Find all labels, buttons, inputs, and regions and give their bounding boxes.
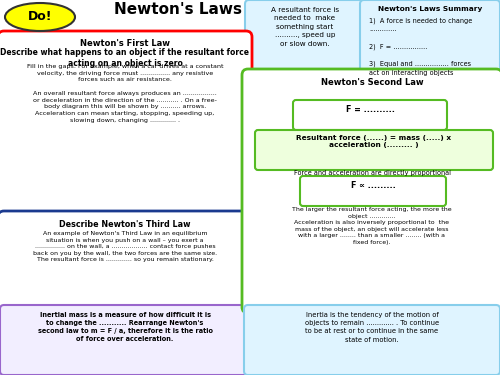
Text: Do!: Do! — [28, 10, 52, 24]
FancyBboxPatch shape — [360, 0, 500, 79]
Text: Inertial mass is a measure of how difficult it is
to change the ........... Rear: Inertial mass is a measure of how diffic… — [38, 312, 212, 342]
FancyBboxPatch shape — [0, 31, 252, 221]
FancyBboxPatch shape — [242, 69, 500, 313]
Text: Newton's Laws: Newton's Laws — [114, 2, 242, 17]
FancyBboxPatch shape — [0, 305, 250, 375]
Text: Describe what happens to an object if the resultant force
acting on an object is: Describe what happens to an object if th… — [0, 48, 250, 68]
Text: A resultant force is
needed to  make
something start
.........., speed up
or slo: A resultant force is needed to make some… — [271, 7, 339, 47]
Text: Fill in the gaps: For example, when a car drives at a constant
velocity, the dri: Fill in the gaps: For example, when a ca… — [27, 64, 223, 123]
Text: The larger the resultant force acting, the more the
object .............
Acceler: The larger the resultant force acting, t… — [292, 207, 452, 245]
FancyBboxPatch shape — [255, 130, 493, 170]
FancyBboxPatch shape — [300, 176, 446, 206]
Text: An example of Newton's Third Law in an equilibrium
situation is when you push on: An example of Newton's Third Law in an e… — [33, 231, 217, 262]
FancyBboxPatch shape — [245, 0, 365, 71]
Text: Describe Newton's Third Law: Describe Newton's Third Law — [60, 220, 191, 229]
Text: Inertia is the tendency of the motion of
objects to remain ............. . To co: Inertia is the tendency of the motion of… — [305, 312, 439, 343]
Text: 1)  A force is needed to change
.............

2)  F = ................

3)  Equ: 1) A force is needed to change .........… — [369, 17, 472, 75]
Text: F = ..........: F = .......... — [346, 105, 395, 114]
Text: Newton's Second Law: Newton's Second Law — [320, 78, 424, 87]
FancyBboxPatch shape — [244, 305, 500, 375]
Text: Newton's Laws Summary: Newton's Laws Summary — [378, 6, 482, 12]
Text: F ∝ .........: F ∝ ......... — [350, 181, 396, 190]
Text: Newton's First Law: Newton's First Law — [80, 39, 170, 48]
Ellipse shape — [6, 4, 74, 30]
Text: Force and acceleration are directly proportional: Force and acceleration are directly prop… — [294, 170, 450, 176]
FancyBboxPatch shape — [0, 211, 252, 313]
Text: Resultant force (......) = mass (.....) x
acceleration (......... ): Resultant force (......) = mass (.....) … — [296, 135, 452, 148]
FancyBboxPatch shape — [293, 100, 447, 130]
